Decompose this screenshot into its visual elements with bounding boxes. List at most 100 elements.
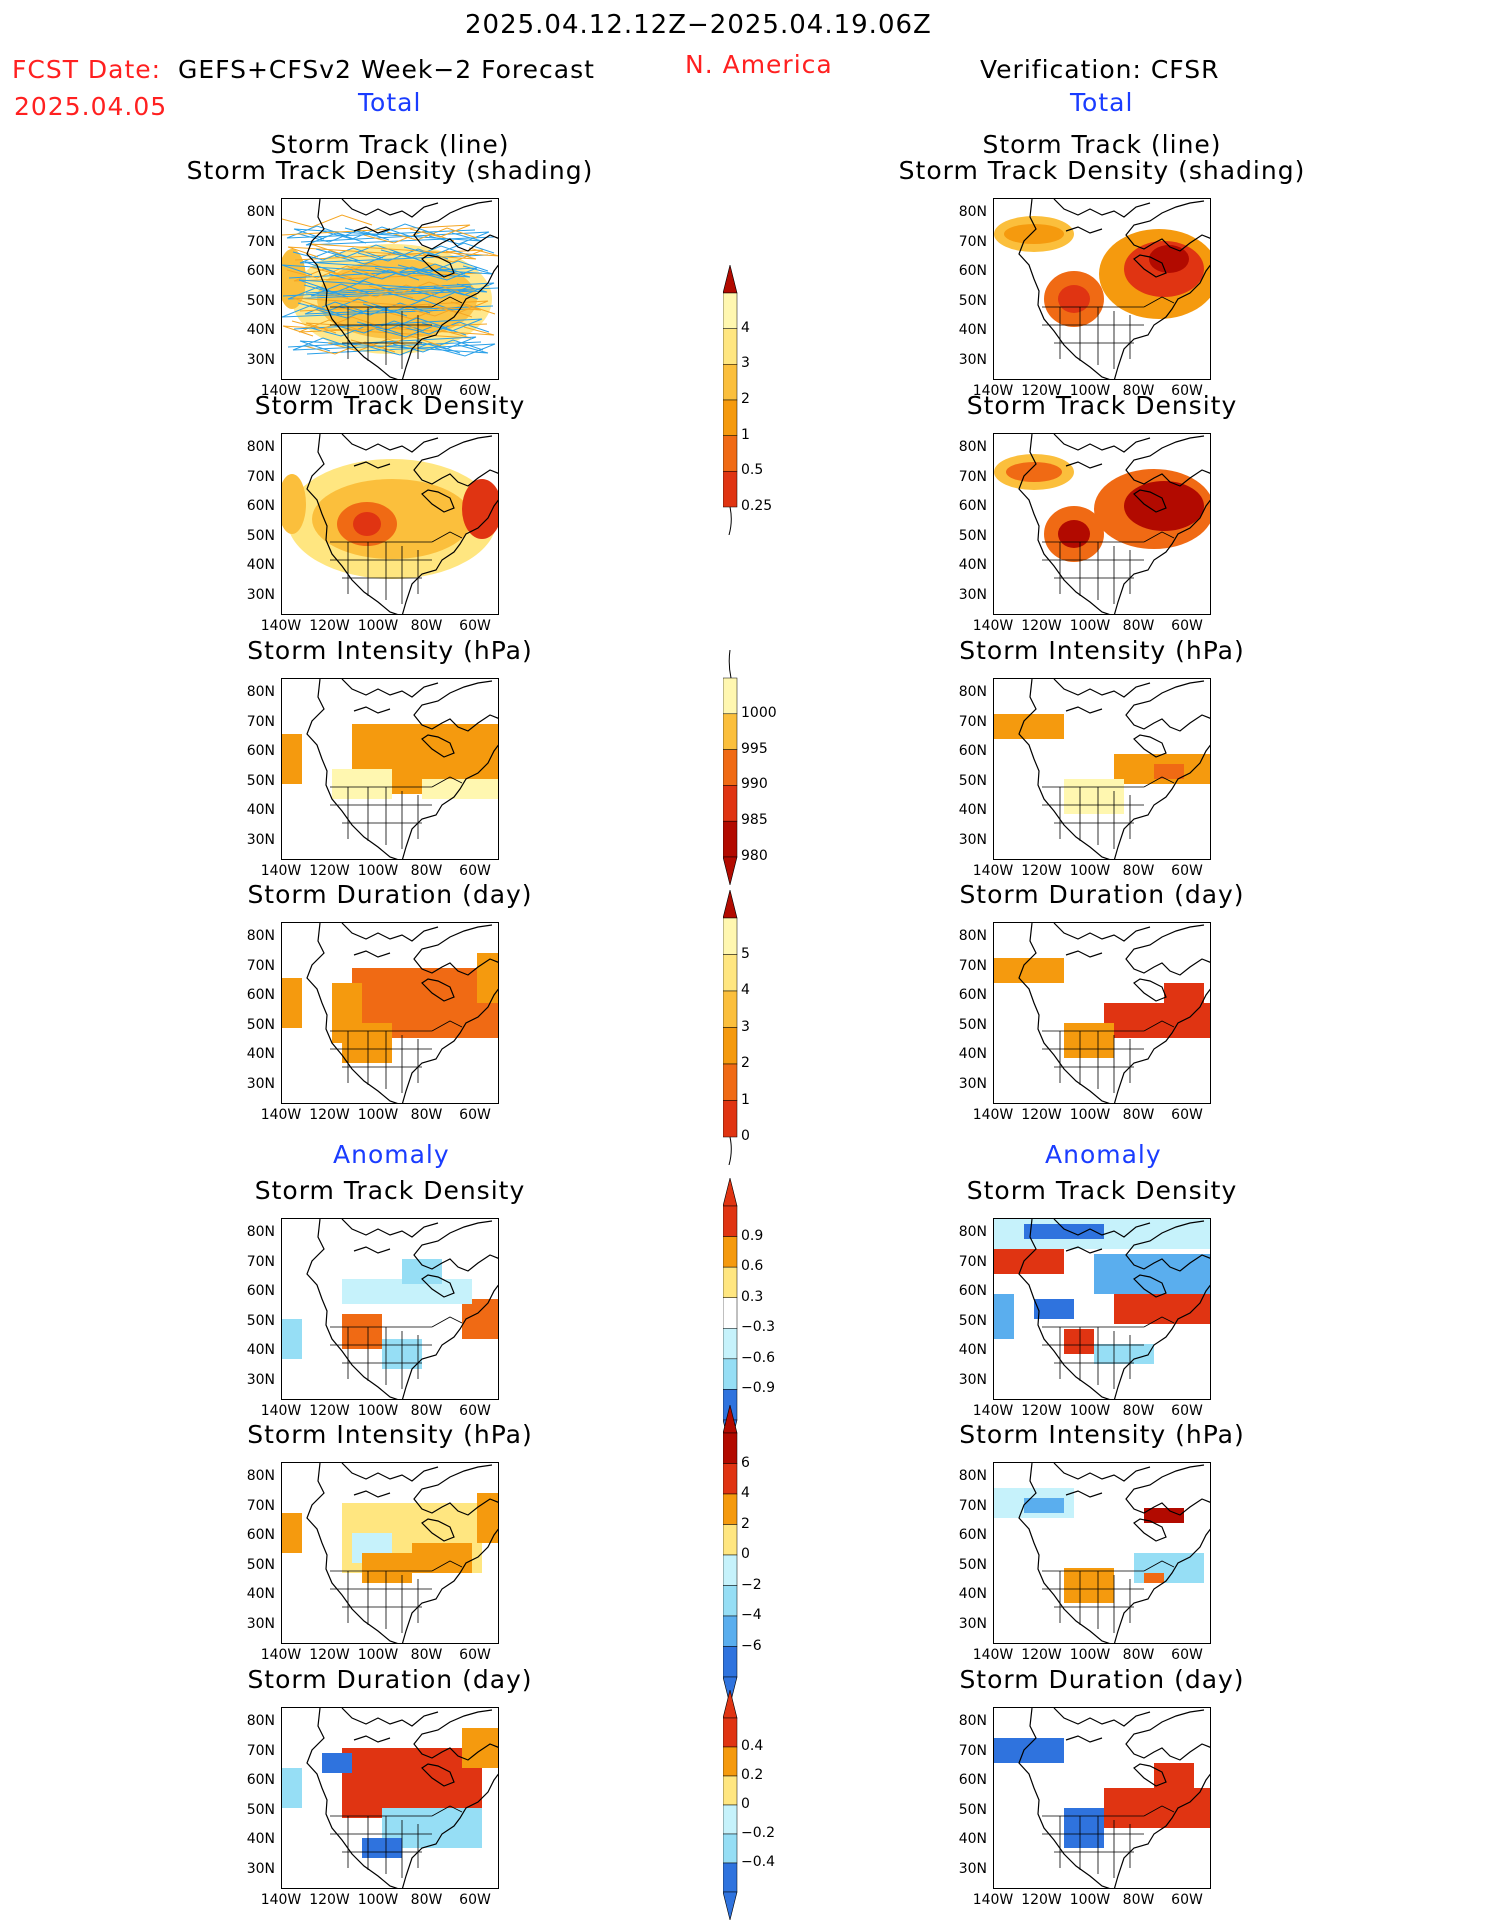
lat-label: 60N bbox=[246, 1527, 275, 1543]
lon-label: 60W bbox=[1171, 1892, 1203, 1908]
colorbar-tick-label: 4 bbox=[741, 982, 750, 998]
lat-label: 30N bbox=[246, 586, 275, 603]
lon-label: 80W bbox=[1122, 1647, 1155, 1663]
lon-label: 60W bbox=[459, 1647, 491, 1663]
map-panel-left-1 bbox=[281, 433, 499, 615]
lat-label: 70N bbox=[246, 1742, 275, 1759]
lat-label: 50N bbox=[246, 1016, 275, 1033]
colorbar-tick-label: 1 bbox=[741, 1091, 750, 1108]
lon-label: 60W bbox=[459, 1892, 491, 1908]
lat-label: 70N bbox=[246, 713, 275, 730]
panel-title-right-4-0: Storm Track Density bbox=[966, 1176, 1238, 1205]
lon-label: 60W bbox=[459, 618, 491, 634]
colorbar-density_total: 4 3 2 1 0.5 0.25 bbox=[723, 265, 783, 535]
lon-label: 140W bbox=[972, 1107, 1014, 1123]
lon-label: 100W bbox=[357, 1647, 399, 1663]
lat-label: 70N bbox=[958, 468, 987, 485]
lon-label: 100W bbox=[357, 1892, 399, 1908]
lon-label: 80W bbox=[1122, 618, 1155, 634]
lat-label: 30N bbox=[958, 586, 987, 603]
lon-label: 80W bbox=[410, 863, 443, 879]
lat-label: 40N bbox=[246, 802, 275, 818]
panel-title-left-4-0: Storm Track Density bbox=[254, 1176, 526, 1205]
lon-label: 120W bbox=[1021, 1892, 1062, 1908]
colorbar-tick-label: −0.6 bbox=[741, 1349, 775, 1366]
lon-label: 140W bbox=[260, 1107, 302, 1123]
map-panel-right-1 bbox=[993, 433, 1211, 615]
period-title: 2025.04.12.12Z−2025.04.19.06Z bbox=[465, 10, 932, 40]
colorbar-intensity_total: 1000 995 990 985 980 bbox=[723, 650, 783, 885]
lat-label: 60N bbox=[246, 987, 275, 1003]
lon-label: 140W bbox=[972, 1647, 1014, 1663]
lat-label: 50N bbox=[246, 772, 275, 789]
lat-label: 70N bbox=[246, 1253, 275, 1270]
map-panel-right-0 bbox=[993, 198, 1211, 380]
lat-label: 60N bbox=[958, 263, 987, 279]
lat-label: 80N bbox=[958, 439, 987, 455]
colorbar-tick-label: 0 bbox=[741, 1796, 750, 1812]
panel-title-right-2-0: Storm Intensity (hPa) bbox=[959, 636, 1245, 665]
colorbar-tick-label: 3 bbox=[741, 1018, 750, 1035]
lat-label: 80N bbox=[958, 204, 987, 220]
lat-label: 30N bbox=[958, 831, 987, 848]
lon-label: 120W bbox=[1021, 383, 1062, 399]
fcst-model: GEFS+CFSv2 Week−2 Forecast bbox=[178, 55, 595, 84]
lon-label: 60W bbox=[459, 383, 491, 399]
lat-label: 60N bbox=[958, 987, 987, 1003]
colorbar-tick-label: 3 bbox=[741, 355, 750, 372]
map-panel-right-5 bbox=[993, 1462, 1211, 1644]
lat-label: 50N bbox=[958, 1801, 987, 1818]
lon-label: 80W bbox=[1122, 863, 1155, 879]
lat-label: 60N bbox=[246, 1772, 275, 1788]
lat-label: 60N bbox=[958, 1527, 987, 1543]
map-panel-left-5 bbox=[281, 1462, 499, 1644]
colorbar-intensity_anom: 6 4 2 0 −2 −4 −6 bbox=[723, 1405, 783, 1705]
lon-label: 80W bbox=[410, 1892, 443, 1908]
panel-title-left-1-0: Storm Track Density bbox=[254, 391, 526, 420]
colorbar-tick-label: 0 bbox=[741, 1128, 750, 1144]
lat-label: 80N bbox=[246, 1468, 275, 1484]
map-panel-left-3 bbox=[281, 922, 499, 1104]
colorbar-tick-label: −0.9 bbox=[741, 1380, 775, 1397]
colorbar-tick-label: 0 bbox=[741, 1546, 750, 1562]
lon-label: 100W bbox=[1069, 1403, 1111, 1419]
lon-label: 60W bbox=[1171, 1403, 1203, 1419]
fcst-date: 2025.04.05 bbox=[14, 92, 168, 121]
lat-label: 80N bbox=[958, 1224, 987, 1240]
lon-label: 100W bbox=[357, 863, 399, 879]
lon-label: 120W bbox=[309, 1892, 350, 1908]
lon-label: 80W bbox=[410, 383, 443, 399]
lon-label: 120W bbox=[309, 383, 350, 399]
lat-label: 40N bbox=[958, 557, 987, 573]
panel-title-right-1-0: Storm Track Density bbox=[966, 391, 1238, 420]
colorbar-tick-label: 0.2 bbox=[741, 1767, 764, 1783]
lat-label: 30N bbox=[246, 351, 275, 368]
colorbar-tick-label: 980 bbox=[741, 848, 768, 864]
lon-label: 120W bbox=[309, 863, 350, 879]
lat-label: 60N bbox=[958, 498, 987, 514]
lat-label: 80N bbox=[958, 928, 987, 944]
colorbar-tick-label: 0.3 bbox=[741, 1288, 764, 1305]
lat-label: 70N bbox=[958, 233, 987, 250]
colorbar-tick-label: 4 bbox=[741, 1485, 750, 1501]
colorbar-tick-label: −0.3 bbox=[741, 1319, 775, 1336]
lon-label: 80W bbox=[1122, 383, 1155, 399]
anomaly-label-right: Anomaly bbox=[1045, 1140, 1162, 1169]
lon-label: 100W bbox=[1069, 1107, 1111, 1123]
anomaly-label-left: Anomaly bbox=[333, 1140, 450, 1169]
lon-label: 100W bbox=[357, 618, 399, 634]
lon-label: 60W bbox=[1171, 1107, 1203, 1123]
lat-label: 40N bbox=[246, 1831, 275, 1847]
lon-label: 60W bbox=[1171, 618, 1203, 634]
lat-label: 30N bbox=[246, 831, 275, 848]
lat-label: 30N bbox=[958, 1615, 987, 1632]
colorbar-tick-label: 0.25 bbox=[741, 498, 773, 514]
lat-label: 70N bbox=[958, 1742, 987, 1759]
map-panel-left-6 bbox=[281, 1707, 499, 1889]
panel-title-right-5-0: Storm Intensity (hPa) bbox=[959, 1420, 1245, 1449]
verification-label: Verification: CFSR bbox=[980, 55, 1220, 84]
lon-label: 100W bbox=[1069, 383, 1111, 399]
lat-label: 80N bbox=[246, 684, 275, 700]
lat-label: 30N bbox=[958, 1075, 987, 1092]
lon-label: 100W bbox=[1069, 1892, 1111, 1908]
